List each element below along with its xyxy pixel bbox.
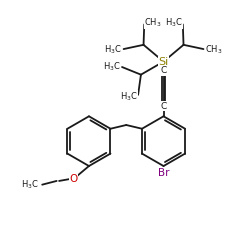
Text: H$_3$C: H$_3$C [120, 90, 138, 103]
Text: Br: Br [158, 168, 169, 178]
Text: H$_3$C: H$_3$C [165, 16, 183, 29]
Text: O: O [70, 174, 78, 184]
Text: C: C [160, 66, 167, 75]
Text: H$_3$C: H$_3$C [22, 178, 39, 191]
Text: C: C [160, 102, 167, 111]
Text: H$_3$C: H$_3$C [104, 43, 122, 56]
Text: Si: Si [158, 56, 169, 66]
Text: CH$_3$: CH$_3$ [144, 16, 162, 29]
Text: CH$_3$: CH$_3$ [205, 43, 223, 56]
Text: H$_3$C: H$_3$C [102, 60, 120, 72]
